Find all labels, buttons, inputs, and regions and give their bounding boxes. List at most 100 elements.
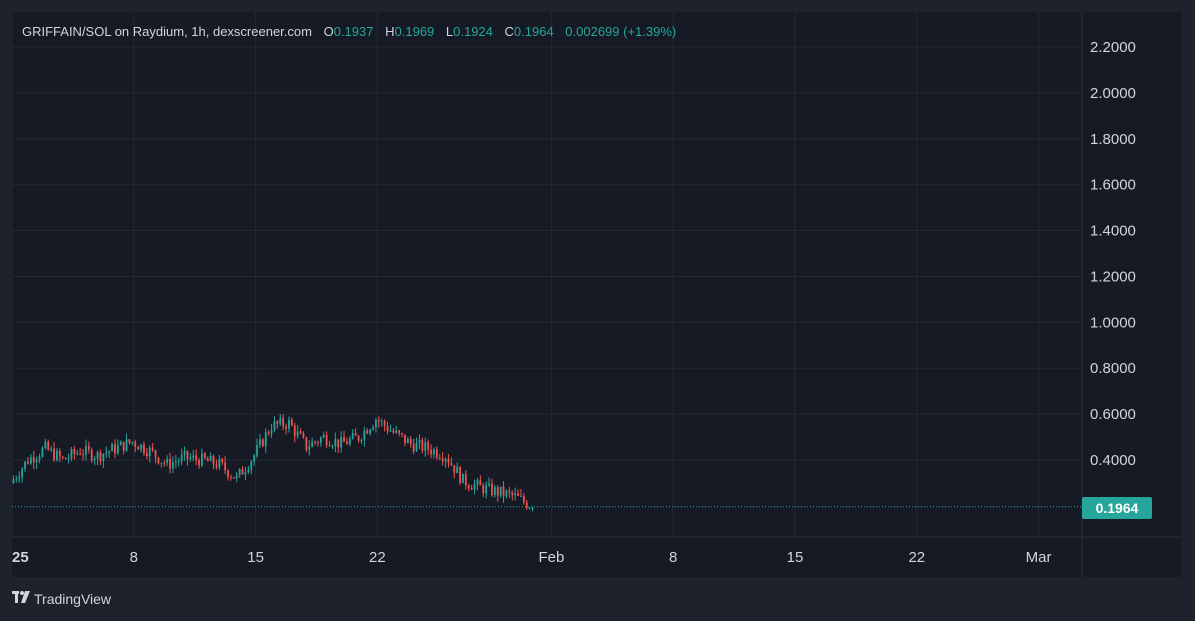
candle-body — [206, 458, 209, 462]
y-tick-label: 0.6000 — [1090, 406, 1136, 423]
candle-body — [189, 457, 192, 459]
candle-body — [18, 477, 21, 479]
candle-body — [290, 419, 293, 426]
candle-body — [409, 438, 412, 444]
candle-body — [169, 458, 171, 469]
candle-body — [401, 433, 403, 435]
candle-body — [293, 425, 296, 436]
candle-body — [183, 450, 186, 455]
candle-body — [244, 472, 247, 475]
candle-body — [134, 441, 137, 447]
candle-body — [119, 441, 122, 446]
legend-open-value: 0.1937 — [333, 24, 374, 39]
candle-body — [282, 418, 285, 427]
candle-body — [157, 457, 160, 464]
candle-body — [435, 449, 438, 458]
candle-body — [491, 483, 493, 496]
candle-body — [496, 487, 499, 496]
candle-body — [456, 467, 459, 474]
x-tick-label: 15 — [787, 549, 804, 566]
candle-body — [53, 448, 55, 461]
x-tick-label: 2025 — [12, 549, 29, 566]
candle-body — [279, 418, 282, 424]
candle-body — [427, 442, 430, 450]
candle-body — [453, 465, 456, 474]
candle-body — [441, 458, 444, 462]
candle-body — [267, 432, 270, 434]
candle-body — [369, 429, 372, 434]
candle-body — [99, 452, 102, 462]
candle-body — [450, 463, 453, 466]
candle-body — [311, 441, 314, 447]
candle-body — [348, 438, 351, 445]
candle-body — [386, 426, 389, 432]
candle-body — [525, 502, 528, 509]
candle-body — [15, 478, 18, 480]
candle-body — [467, 485, 470, 489]
candle-body — [253, 455, 256, 462]
x-tick-label: 22 — [908, 549, 925, 566]
candle-body — [61, 456, 64, 458]
candle-body — [438, 457, 441, 459]
candle-body — [343, 437, 345, 442]
candle-body — [334, 439, 337, 447]
candle-body — [221, 458, 224, 463]
candle-body — [412, 443, 415, 452]
candle-body — [482, 485, 485, 494]
candle-body — [38, 456, 41, 460]
legend-open-label: O — [323, 24, 334, 39]
candle-body — [47, 441, 50, 450]
candle-body — [511, 492, 514, 496]
candle-body — [363, 430, 366, 441]
candle-body — [73, 449, 76, 454]
candle-body — [32, 457, 35, 463]
candle-body — [24, 461, 26, 469]
candle-body — [70, 449, 73, 459]
legend-close-label: C — [504, 24, 514, 39]
candle-body — [383, 420, 386, 427]
candle-body — [209, 455, 212, 462]
candle-body — [128, 439, 131, 443]
candle-body — [232, 477, 235, 479]
candle-body — [473, 484, 476, 490]
candle-body — [360, 440, 363, 442]
x-tick-label: 15 — [247, 549, 264, 566]
candle-body — [520, 495, 522, 497]
candle-body — [172, 462, 174, 469]
candle-body — [180, 454, 183, 462]
candle-body — [357, 435, 360, 441]
candle-body — [470, 488, 473, 490]
candle-body — [111, 444, 113, 452]
y-tick-label: 0.8000 — [1090, 360, 1136, 377]
legend-low-label: L — [445, 24, 454, 39]
candle-body — [166, 458, 169, 464]
candle-body — [102, 453, 105, 462]
candle-body — [488, 483, 490, 486]
candle-body — [522, 496, 525, 503]
candle-body — [351, 433, 354, 439]
candlestick-chart[interactable]: 2.2000 2.0000 1.8000 1.6000 1.4000 1.2000 1.00… — [12, 12, 1182, 577]
tradingview-logo[interactable]: TradingView — [12, 590, 111, 607]
candle-body — [29, 457, 32, 464]
candle-body — [96, 452, 99, 459]
candle-body — [270, 430, 273, 434]
candle-body — [476, 480, 479, 485]
candle-body — [462, 473, 464, 484]
candle-body — [485, 485, 488, 494]
candle-body — [499, 486, 502, 496]
candle-body — [247, 469, 250, 473]
candle-body — [288, 419, 290, 429]
candle-body — [160, 462, 163, 464]
y-tick-label: 2.0000 — [1090, 85, 1136, 102]
candle-body — [235, 475, 238, 479]
x-tick-label: 8 — [130, 549, 138, 566]
y-tick-label: 2.2000 — [1090, 39, 1136, 56]
chart-panel[interactable]: 2.2000 2.0000 1.8000 1.6000 1.4000 1.2000 1.00… — [12, 12, 1182, 577]
candle-body — [337, 439, 340, 448]
y-tick-label: 0.4000 — [1090, 452, 1136, 469]
candle-body — [87, 445, 90, 450]
candle-body — [105, 452, 108, 454]
candle-body — [56, 450, 58, 461]
candle-body — [340, 437, 343, 448]
candle-body — [82, 454, 84, 456]
